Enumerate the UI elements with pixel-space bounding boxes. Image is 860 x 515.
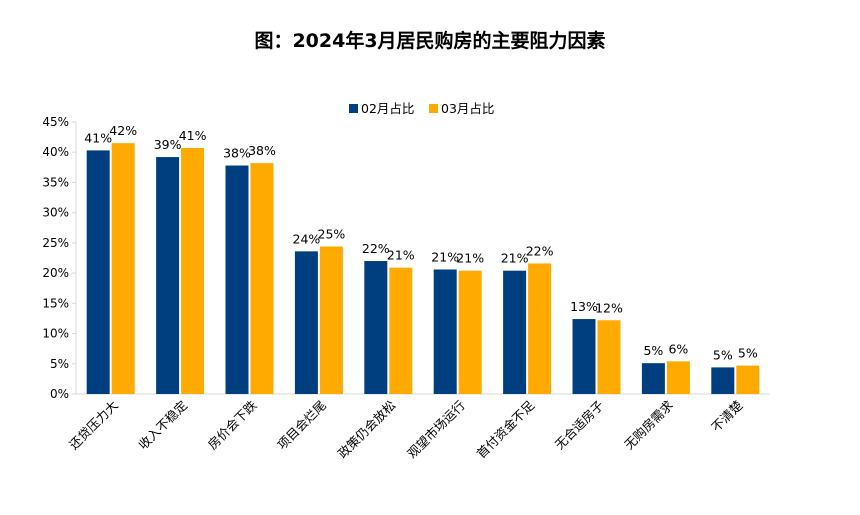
bar-feb (641, 363, 665, 394)
data-label: 39% (154, 137, 182, 152)
bar-mar (528, 263, 552, 394)
data-label: 41% (84, 130, 112, 145)
bar-mar (666, 361, 690, 394)
x-category-label: 收入不稳定 (135, 398, 190, 453)
y-tick-label: 10% (42, 327, 69, 341)
bar-feb (156, 157, 180, 394)
bar-mar (736, 365, 760, 394)
bar-feb (364, 261, 388, 394)
data-label: 21% (456, 251, 484, 266)
bar-feb (572, 319, 596, 394)
y-tick-label: 35% (42, 175, 69, 189)
y-tick-label: 45% (42, 115, 69, 129)
x-category-label: 房价会下跌 (205, 397, 260, 452)
bar-mar (250, 163, 274, 394)
data-label: 25% (318, 227, 346, 242)
y-tick-label: 20% (42, 266, 69, 280)
bar-mar (458, 270, 482, 394)
data-label: 21% (431, 249, 459, 264)
bar-mar (181, 147, 205, 394)
data-label: 21% (501, 251, 529, 266)
x-category-label: 不清楚 (708, 397, 745, 434)
data-label: 5% (713, 347, 733, 362)
bar-mar (597, 320, 621, 394)
data-label: 5% (643, 343, 663, 358)
x-category-label: 还贷压力大 (66, 398, 121, 453)
y-tick-label: 30% (42, 206, 69, 220)
x-category-label: 无合适房子 (552, 398, 607, 453)
bar-mar (319, 246, 343, 394)
legend-swatch (429, 104, 438, 113)
bar-feb (294, 251, 318, 394)
x-category-label: 首付资金不足 (474, 397, 538, 461)
y-tick-label: 40% (42, 145, 69, 159)
x-category-label: 项目会烂尾 (274, 398, 329, 453)
bar-feb (86, 150, 110, 394)
data-label: 24% (293, 231, 321, 246)
legend-swatch (349, 104, 358, 113)
data-label: 6% (668, 341, 688, 356)
y-tick-label: 25% (42, 236, 69, 250)
legend-label: 02月占比 (361, 101, 414, 116)
chart-title: 图：2024年3月居民购房的主要阻力因素 (254, 30, 606, 52)
y-tick-label: 15% (42, 296, 69, 310)
data-label: 22% (526, 243, 554, 258)
y-tick-label: 5% (50, 357, 69, 371)
bar-feb (711, 367, 735, 394)
bar-mar (111, 143, 135, 394)
y-tick-label: 0% (50, 387, 69, 401)
x-category-label: 观望市场运行 (404, 398, 468, 462)
data-label: 41% (179, 128, 207, 143)
legend-label: 03月占比 (441, 101, 494, 116)
bar-feb (503, 270, 527, 394)
bar-feb (433, 269, 457, 394)
data-label: 42% (109, 123, 137, 138)
data-label: 38% (248, 143, 276, 158)
data-label: 21% (387, 248, 415, 263)
data-label: 22% (362, 241, 390, 256)
data-label: 13% (570, 299, 598, 314)
data-label: 12% (595, 300, 623, 315)
bar-mar (389, 267, 413, 394)
data-label: 38% (223, 146, 251, 161)
data-label: 5% (738, 346, 758, 361)
bar-feb (225, 165, 249, 394)
x-category-label: 政策仍会放松 (335, 398, 399, 462)
x-category-label: 无购房需求 (621, 397, 676, 452)
